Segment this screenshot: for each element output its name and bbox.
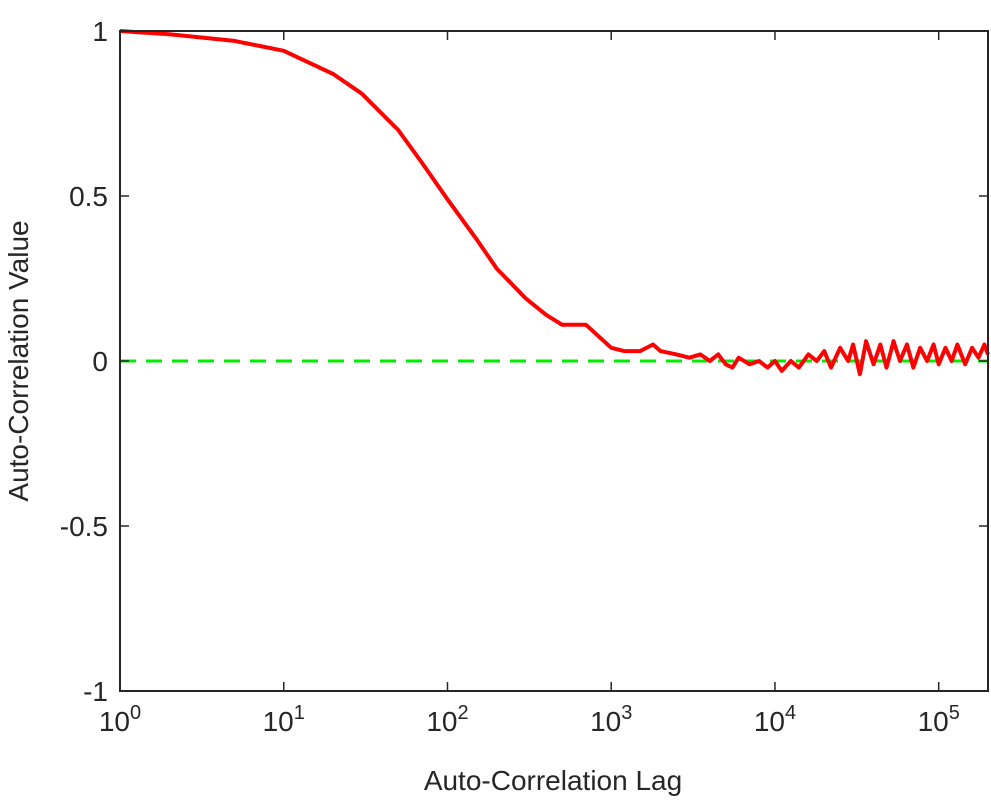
- y-tick-label: 0.5: [69, 181, 108, 212]
- x-tick-label: 105: [918, 702, 960, 737]
- data-line: [119, 29, 990, 377]
- x-tick-label: 102: [426, 702, 468, 737]
- y-axis-label: Auto-Correlation Value: [3, 220, 34, 501]
- x-tick-label: 103: [590, 702, 632, 737]
- y-tick-label: -1: [83, 676, 108, 707]
- x-tick-label: 100: [99, 702, 141, 737]
- x-tick-label: 104: [754, 702, 796, 737]
- x-axis-label: Auto-Correlation Lag: [424, 765, 682, 796]
- x-tick-label: 101: [263, 702, 305, 737]
- y-tick-label: 0: [92, 346, 108, 377]
- y-tick-label: 1: [92, 16, 108, 47]
- y-tick-label: -0.5: [60, 511, 108, 542]
